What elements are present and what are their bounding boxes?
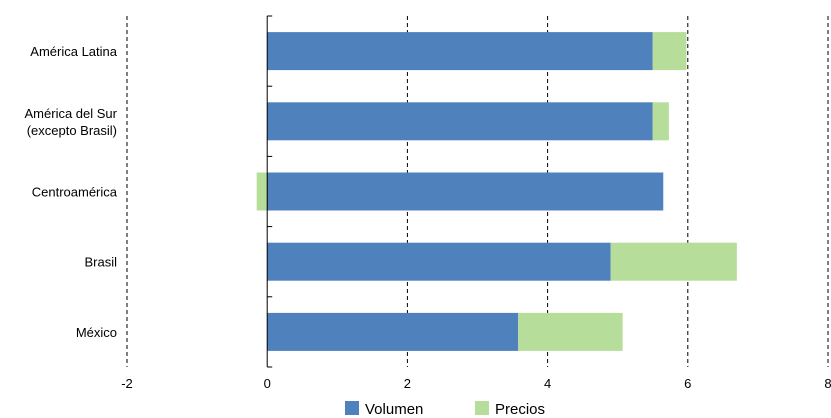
labels: América Latina América del Sur (excepto Br… <box>25 44 831 391</box>
bar-volumen-4 <box>267 312 519 351</box>
x-tick-label: 6 <box>684 376 691 391</box>
bar-precios-1 <box>652 102 669 141</box>
bar-volumen-0 <box>267 32 653 71</box>
x-tick-label: 8 <box>824 376 831 391</box>
bar-precios-2 <box>256 172 268 211</box>
bar-volumen-3 <box>267 242 611 281</box>
category-label: América Latina <box>30 44 117 59</box>
x-tick-label: 0 <box>264 376 271 391</box>
legend-swatch <box>345 401 359 415</box>
legend-swatch <box>475 401 489 415</box>
legend-label: Precios <box>495 401 545 418</box>
legend-label: Volumen <box>365 401 423 418</box>
x-tick-label: 2 <box>404 376 411 391</box>
bar-precios-4 <box>518 312 623 351</box>
x-tick-label: -2 <box>121 376 133 391</box>
legend-item-volumen: Volumen <box>345 401 423 418</box>
category-label: América del Sur (excepto Brasil) <box>25 106 118 138</box>
bars <box>256 32 737 351</box>
category-label: México <box>76 325 117 340</box>
bar-precios-3 <box>610 242 737 281</box>
bar-volumen-2 <box>267 172 664 211</box>
x-tick-label: 4 <box>544 376 551 391</box>
legend-item-precios: Precios <box>475 401 545 418</box>
bar-precios-0 <box>652 32 687 71</box>
bar-volumen-1 <box>267 102 653 141</box>
category-label: Brasil <box>84 255 117 270</box>
axes <box>266 15 273 368</box>
category-label: Centroamérica <box>32 185 118 200</box>
legend: Volumen Precios <box>345 401 545 418</box>
